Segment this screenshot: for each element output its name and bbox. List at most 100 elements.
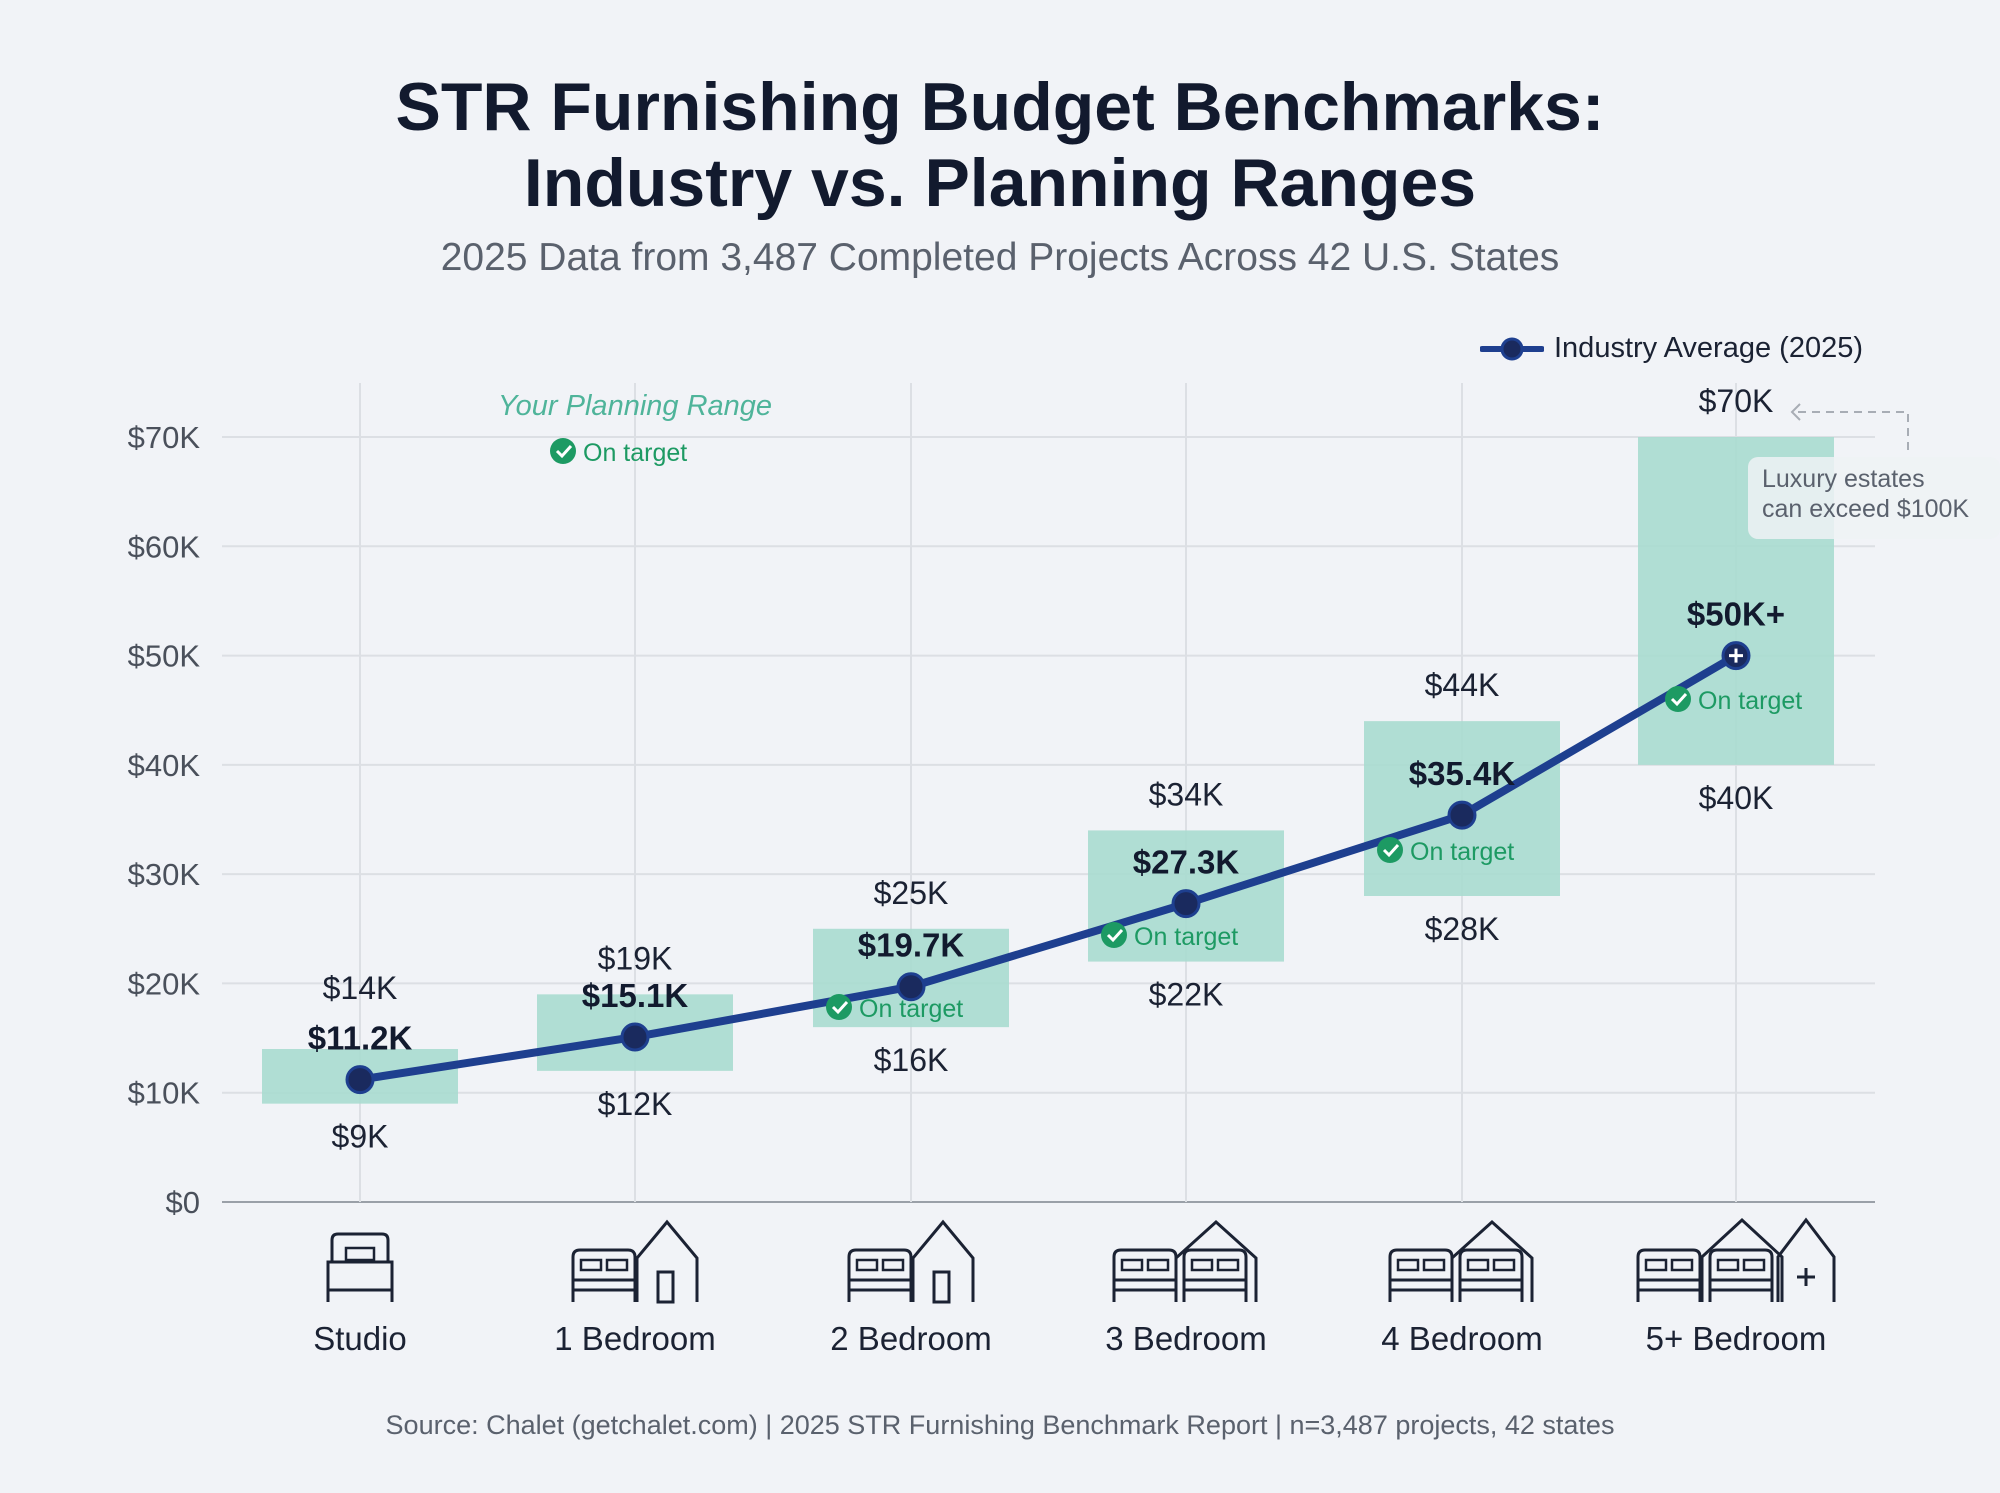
- pillow-shape: [1742, 1258, 1766, 1272]
- y-tick-label: $10K: [128, 1076, 201, 1111]
- check-circle-icon: [1101, 922, 1127, 948]
- pillow-shape: [1190, 1258, 1214, 1272]
- plus-shape: [1797, 1268, 1815, 1286]
- pillow-shape: [1216, 1258, 1240, 1272]
- pillow-shape: [1716, 1258, 1740, 1272]
- pillow-shape: [1422, 1258, 1446, 1272]
- bed-shape: [1708, 1248, 1774, 1302]
- average-point: [1171, 889, 1201, 919]
- status-label: On target: [859, 995, 963, 1023]
- status-label: On target: [1698, 687, 1802, 715]
- y-tick-label: $20K: [128, 966, 201, 1001]
- average-point: [345, 1065, 375, 1095]
- planning-range-label: Your Planning Range: [498, 390, 772, 422]
- pillow-shape: [1146, 1258, 1170, 1272]
- checkmark-icon: [555, 444, 573, 459]
- category-label: Studio: [313, 1320, 407, 1357]
- door-shape: [932, 1270, 951, 1304]
- status-label: On target: [583, 439, 687, 467]
- industry-average-line: [359, 652, 1739, 1084]
- door-shape: [656, 1270, 675, 1304]
- average-point: [896, 972, 926, 1002]
- range-low-label: $22K: [1149, 977, 1224, 1013]
- pillow-shape: [1396, 1258, 1420, 1272]
- bed-house-icon: [571, 1219, 699, 1304]
- two-beds-houses-plus-icon: [1636, 1217, 1836, 1302]
- range-low-label: $12K: [598, 1086, 673, 1122]
- pillow-shape: [855, 1258, 879, 1272]
- bed-shape: [1182, 1248, 1248, 1302]
- category-label: 2 Bedroom: [830, 1320, 991, 1357]
- house-shape: [911, 1219, 975, 1302]
- check-circle-icon: [1665, 686, 1691, 712]
- pillow-shape: [605, 1258, 629, 1272]
- range-high-label: $25K: [874, 875, 949, 911]
- checkmark-icon: [1670, 692, 1688, 707]
- range-high-label: $44K: [1425, 667, 1500, 703]
- range-high-label: $70K: [1699, 383, 1774, 419]
- category-label: 5+ Bedroom: [1646, 1320, 1827, 1357]
- legend: Industry Average (2025): [1480, 332, 1863, 365]
- pillow-shape: [881, 1258, 905, 1272]
- pillow-shape: [579, 1258, 603, 1272]
- legend-line-marker-icon: [1480, 337, 1544, 360]
- range-low-label: $9K: [332, 1119, 389, 1155]
- status-label: On target: [1410, 838, 1514, 866]
- house-shape: [1776, 1217, 1836, 1302]
- annotation-arrow-icon: [1790, 403, 1801, 421]
- y-tick-label: $50K: [128, 639, 201, 674]
- source-footer: Source: Chalet (getchalet.com) | 2025 ST…: [385, 1410, 1615, 1440]
- check-circle-icon: [826, 994, 852, 1020]
- checkmark-icon: [831, 1000, 849, 1015]
- category-label: 4 Bedroom: [1381, 1320, 1542, 1357]
- chart-subtitle: 2025 Data from 3,487 Completed Projects …: [440, 236, 1560, 279]
- house-shape: [1450, 1219, 1534, 1302]
- y-tick-label: $60K: [128, 529, 201, 564]
- two-beds-house-icon: [1388, 1219, 1534, 1302]
- average-value-label: $27.3K: [1133, 844, 1240, 881]
- average-value-label: $50K+: [1687, 596, 1785, 633]
- category-label: 3 Bedroom: [1105, 1320, 1266, 1357]
- pillow-shape: [1120, 1258, 1144, 1272]
- range-low-label: $40K: [1699, 780, 1774, 816]
- range-high-label: $14K: [323, 970, 398, 1006]
- y-tick-label: $40K: [128, 748, 201, 783]
- average-value-label: $11.2K: [308, 1020, 413, 1057]
- y-tick-label: $70K: [128, 420, 201, 455]
- annotation-text: can exceed $100K: [1762, 495, 1969, 523]
- plus-icon: [1729, 648, 1743, 663]
- check-circle-icon: [1377, 837, 1403, 863]
- y-tick-label: $0: [166, 1185, 200, 1220]
- bed-shape: [1636, 1248, 1702, 1302]
- y-tick-label: $30K: [128, 857, 201, 892]
- average-value-label: $15.1K: [582, 977, 689, 1014]
- bed-shape: [326, 1232, 394, 1302]
- category-label: 1 Bedroom: [554, 1320, 715, 1357]
- bed-house-icon: [847, 1219, 975, 1304]
- chart-title-line2: Industry vs. Planning Ranges: [523, 145, 1477, 221]
- range-low-label: $16K: [874, 1042, 949, 1078]
- pillow-shape: [1670, 1258, 1694, 1272]
- pillow-shape: [1492, 1258, 1516, 1272]
- chart-title-line1: STR Furnishing Budget Benchmarks:: [395, 69, 1605, 145]
- checkmark-icon: [1106, 928, 1124, 943]
- house-shape: [1174, 1219, 1258, 1302]
- range-high-label: $34K: [1149, 776, 1224, 812]
- bed-shape: [847, 1248, 913, 1302]
- house-shape: [1700, 1217, 1784, 1302]
- check-circle-icon: [550, 438, 576, 464]
- average-value-label: $19.7K: [858, 927, 965, 964]
- bed-shape: [1112, 1248, 1178, 1302]
- average-point: [1447, 800, 1477, 830]
- single-bed-icon: [326, 1232, 394, 1302]
- status-label: On target: [1134, 923, 1238, 951]
- bed-shape: [1458, 1248, 1524, 1302]
- legend-label: Industry Average (2025): [1554, 332, 1863, 364]
- range-low-label: $28K: [1425, 911, 1500, 947]
- average-value-label: $35.4K: [1409, 755, 1516, 792]
- pillow-shape: [344, 1246, 376, 1262]
- average-point: [620, 1022, 650, 1052]
- checkmark-icon: [1382, 843, 1400, 858]
- two-beds-house-icon: [1112, 1219, 1258, 1302]
